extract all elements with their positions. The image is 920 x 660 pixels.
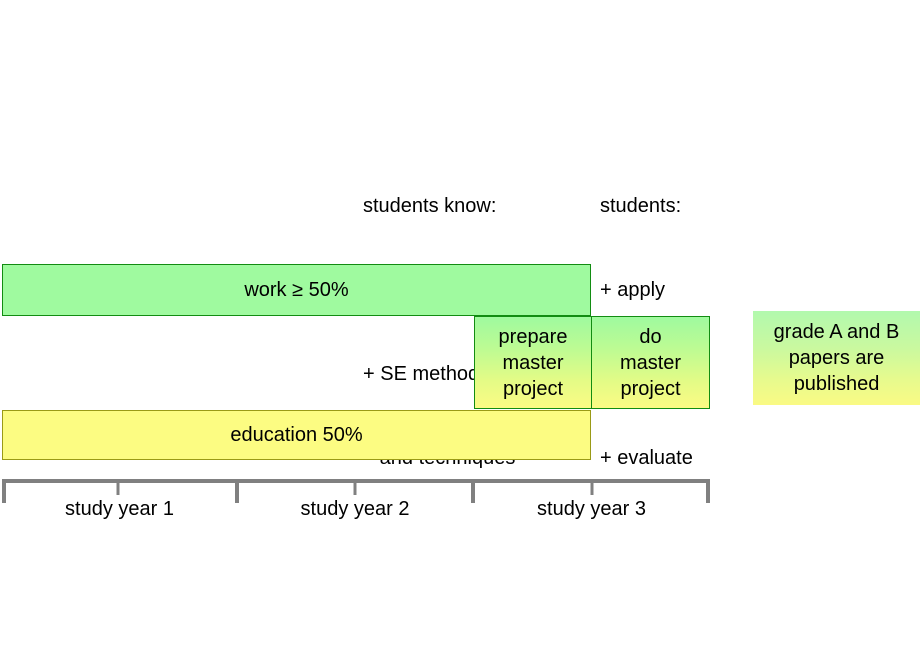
work-bar: work ≥ 50%: [2, 264, 591, 316]
annotation-line: students:: [600, 195, 682, 217]
axis-label-study-year-3: study year 3: [537, 498, 646, 520]
box-line: prepare: [498, 325, 568, 348]
box-line: project: [502, 377, 564, 400]
box-line: master: [619, 351, 682, 374]
work-bar-label: work ≥ 50%: [244, 279, 349, 301]
axis-label-study-year-1: study year 1: [65, 498, 174, 520]
education-bar-label: education 50%: [230, 424, 363, 446]
box-line: project: [620, 377, 681, 400]
timeline-axis: [2, 479, 710, 503]
box-line: master: [502, 351, 564, 374]
education-bar: education 50%: [2, 410, 591, 460]
annotation-line: + apply: [600, 279, 666, 301]
do-master-project-box: do master project: [591, 316, 710, 409]
annotation-line: students know:: [363, 195, 497, 217]
prepare-master-project-box: prepare master project: [474, 316, 592, 409]
box-line: papers are: [788, 347, 885, 369]
annotation-line: + SE methods: [363, 363, 490, 385]
box-line: published: [793, 373, 880, 395]
axis-label-study-year-2: study year 2: [300, 498, 410, 520]
box-line: do: [639, 325, 662, 348]
annotation-line: + evaluate: [600, 447, 693, 469]
box-line: grade A and B: [773, 321, 900, 343]
grade-publication-note: grade A and B papers are published: [753, 311, 920, 405]
